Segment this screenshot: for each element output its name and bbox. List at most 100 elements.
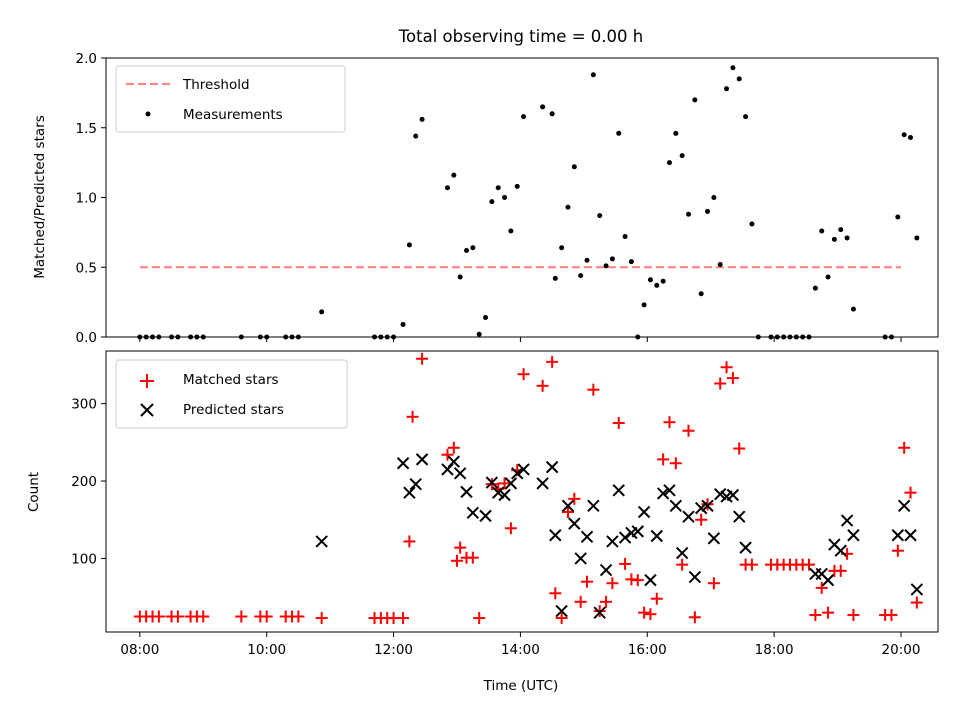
measurement-point (825, 274, 831, 280)
matched-point (733, 442, 746, 455)
predicted-point (739, 541, 752, 554)
predicted-point (568, 517, 581, 530)
matched-point (581, 575, 594, 588)
measurement-point (451, 172, 457, 178)
measurement-point (549, 111, 555, 117)
matched-point (847, 608, 860, 621)
x-tick-label: 10:00 (247, 642, 286, 658)
matched-point (803, 558, 816, 571)
measurement-point (647, 277, 653, 283)
predicted-point-b (904, 529, 917, 542)
matched-point (809, 608, 822, 621)
measurement-point (666, 160, 672, 166)
matched-point (152, 610, 165, 623)
matched-point (638, 606, 651, 619)
measurement-point (660, 278, 666, 284)
measurement-point (565, 204, 571, 210)
predicted-point (663, 484, 676, 497)
matched-point (504, 522, 517, 535)
measurement-point (508, 228, 514, 234)
measurement-point (622, 234, 628, 240)
matched-point (517, 368, 530, 381)
predicted-point (415, 453, 429, 466)
measurement-point (844, 235, 850, 241)
matched-point (536, 379, 549, 392)
measurement-point (628, 259, 634, 265)
predicted-point-b (650, 529, 663, 543)
matched-point (891, 544, 904, 557)
matched-point (612, 416, 625, 429)
predicted-point-b (587, 499, 600, 513)
predicted-point-b (492, 486, 505, 499)
y-tick-label: 2.0 (76, 51, 97, 67)
predicted-point-b (574, 552, 587, 565)
measurement-point (384, 334, 390, 340)
predicted-point (561, 499, 575, 513)
predicted-point (701, 499, 714, 513)
measurement-point (882, 334, 888, 340)
measurement-point (768, 334, 774, 340)
matched-point (745, 558, 758, 571)
measurement-point (641, 302, 647, 308)
predicted-point (574, 552, 587, 565)
predicted-point-b (536, 477, 549, 490)
measurement-point (914, 235, 920, 241)
measurement-point (831, 236, 837, 242)
predicted-point-b (545, 460, 559, 474)
matched-point (555, 612, 568, 625)
predicted-point (315, 535, 328, 548)
predicted-point (669, 499, 683, 513)
measurement-point (489, 199, 495, 205)
measurement-point (705, 208, 711, 214)
top-legend: Threshold Measurements (115, 65, 346, 133)
predicted-point-b (733, 510, 746, 523)
predicted-point-b (663, 484, 676, 497)
matched-point (669, 457, 682, 470)
measurement-point (743, 114, 749, 120)
matched-point (644, 608, 657, 621)
measurement-point (819, 228, 825, 234)
measurement-point (603, 263, 609, 269)
predicted-point-b (485, 476, 499, 489)
measurement-point (717, 261, 723, 267)
predicted-point (517, 463, 530, 476)
measurement-point (609, 256, 615, 262)
measurement-point (597, 213, 603, 219)
matched-point (606, 577, 619, 590)
matched-point (815, 581, 828, 594)
measurement-point (419, 116, 425, 122)
predicted-point (733, 510, 746, 523)
predicted-point (536, 477, 549, 490)
bottom-ylabel: Count (26, 472, 42, 512)
matched-point (485, 478, 498, 491)
measurement-point (730, 65, 736, 71)
matched-point (619, 557, 632, 570)
predicted-point-b (707, 532, 721, 545)
predicted-point-b (847, 529, 860, 542)
measurement-point (514, 183, 520, 189)
matched-point (466, 551, 479, 564)
matched-point (587, 383, 600, 396)
top-plot-content: 0.0 0.5 1.0 1.5 2.0 (76, 51, 920, 346)
measurement-point (406, 242, 412, 248)
predicted-point-b (840, 514, 854, 527)
measurement-point (502, 195, 508, 200)
predicted-point-b (656, 487, 670, 500)
predicted-point (409, 477, 422, 491)
predicted-point-b (593, 606, 606, 619)
predicted-point-b (675, 546, 689, 560)
matched-point (498, 477, 511, 490)
predicted-point (593, 606, 606, 619)
measurement-point (616, 130, 622, 136)
measurement-point (781, 334, 787, 340)
predicted-point (545, 460, 559, 474)
matched-point (549, 587, 562, 600)
predicted-point-b (828, 538, 841, 551)
predicted-point-b (644, 573, 657, 587)
measurement-point (188, 334, 194, 340)
predicted-point (904, 529, 917, 542)
measurement-point (264, 334, 270, 340)
predicted-point (612, 484, 625, 497)
matched-point (707, 577, 720, 590)
predicted-point (840, 514, 854, 527)
